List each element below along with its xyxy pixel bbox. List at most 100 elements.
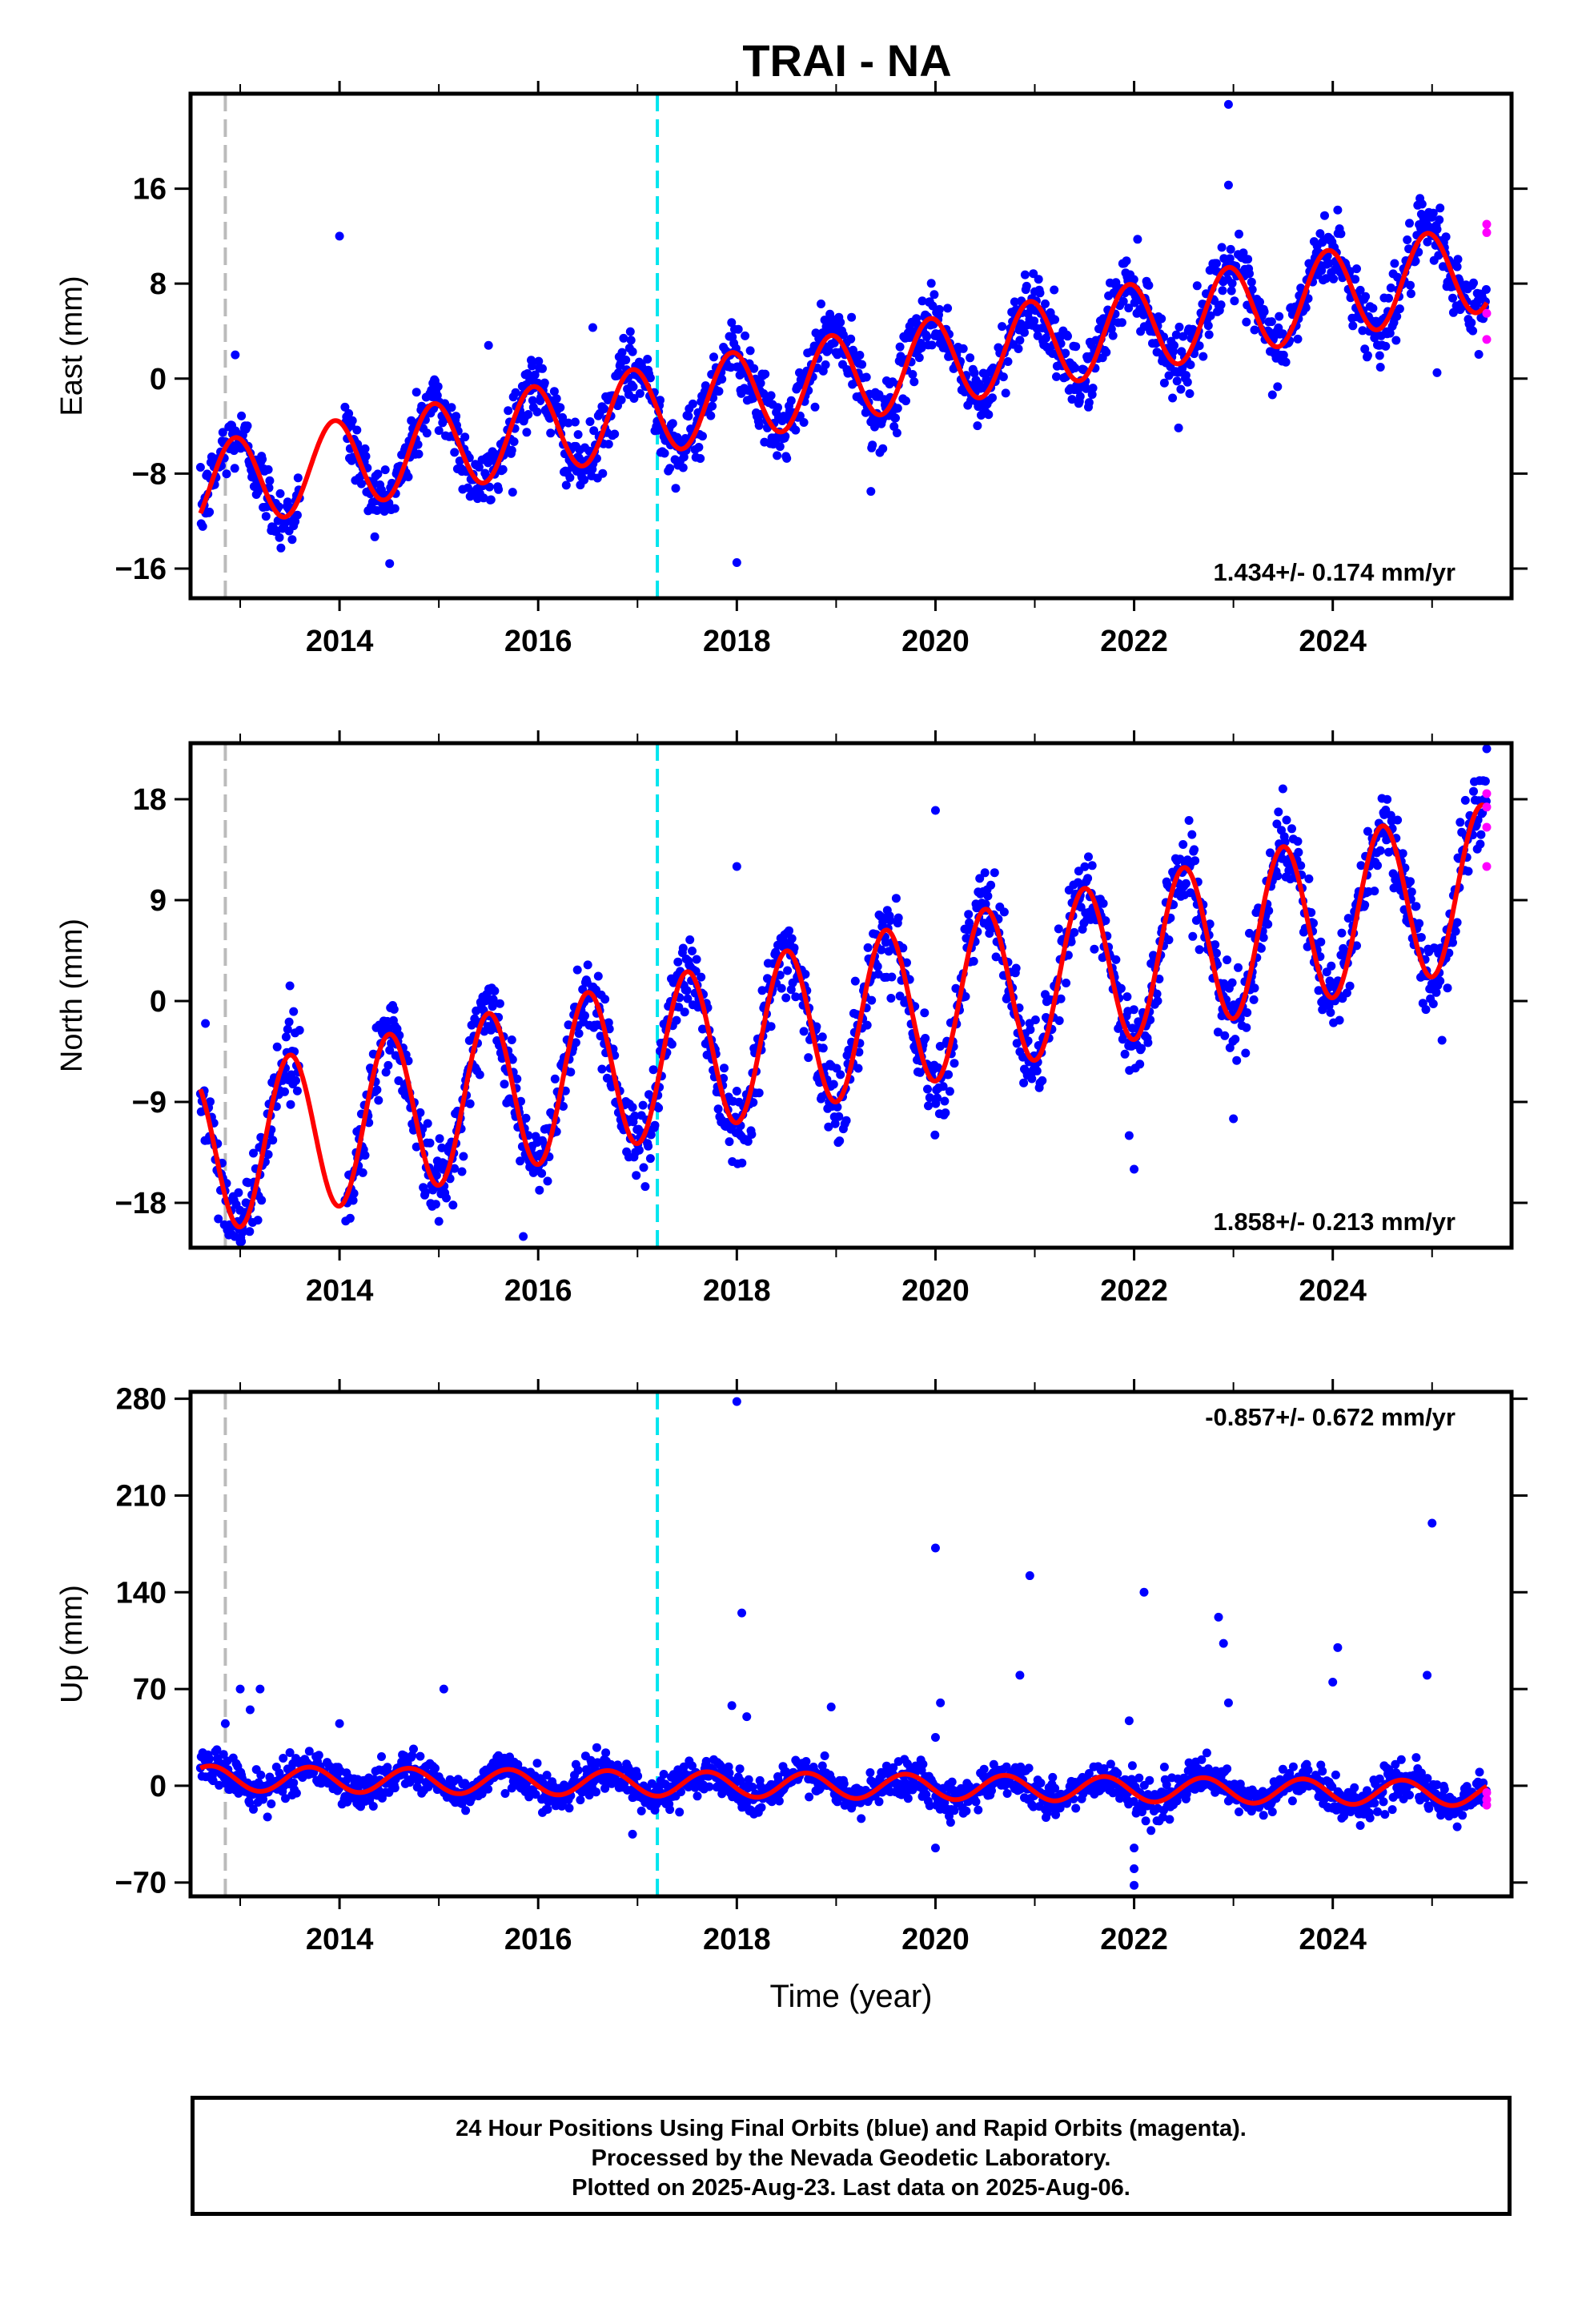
data-point — [1130, 298, 1139, 308]
data-point — [1363, 351, 1372, 360]
data-point — [1355, 285, 1365, 295]
data-point — [1370, 887, 1379, 896]
data-point — [1231, 1035, 1240, 1044]
data-point — [1135, 1059, 1145, 1069]
data-point — [1082, 384, 1091, 393]
data-point — [861, 372, 871, 382]
data-point — [404, 472, 413, 481]
data-point — [1137, 1043, 1146, 1053]
data-point — [432, 1171, 441, 1180]
data-point — [284, 1017, 294, 1027]
data-point — [908, 1785, 917, 1795]
data-point — [1469, 786, 1478, 796]
data-point — [1090, 944, 1099, 954]
x-tick-label: 2014 — [306, 625, 374, 658]
data-point — [198, 521, 207, 531]
data-point — [500, 1789, 510, 1798]
data-point — [749, 393, 758, 403]
data-point — [253, 1216, 263, 1225]
data-point — [644, 1141, 653, 1151]
data-point — [638, 1100, 648, 1110]
data-point — [886, 994, 896, 1003]
data-point — [891, 413, 900, 423]
data-point — [222, 469, 231, 479]
data-point — [1242, 1023, 1251, 1032]
data-point — [961, 991, 970, 1001]
data-point — [1321, 274, 1331, 283]
data-point — [488, 1002, 497, 1011]
data-point — [281, 1032, 291, 1042]
data-point — [1205, 919, 1215, 929]
data-point — [1225, 1043, 1235, 1052]
data-point — [556, 403, 565, 412]
data-point — [566, 1068, 576, 1077]
data-point — [1348, 321, 1358, 331]
data-point — [243, 421, 252, 431]
data-point — [286, 1100, 295, 1109]
outlier-point — [231, 350, 240, 360]
data-point — [1391, 336, 1401, 345]
data-point — [1061, 348, 1070, 358]
data-point — [1115, 1794, 1125, 1803]
data-point — [1187, 830, 1197, 839]
data-point — [705, 1782, 714, 1791]
data-point — [1145, 1775, 1154, 1785]
data-point — [763, 974, 772, 983]
data-point — [512, 1074, 522, 1084]
data-point — [543, 1176, 552, 1186]
data-point — [850, 976, 860, 986]
data-point — [1012, 1039, 1022, 1048]
data-point — [671, 484, 681, 493]
data-point — [488, 995, 498, 1004]
data-point — [1174, 322, 1184, 332]
data-point — [708, 401, 717, 411]
data-point — [678, 943, 688, 953]
data-point — [617, 348, 627, 357]
data-point — [413, 440, 423, 449]
data-point — [775, 971, 785, 980]
data-point — [558, 412, 568, 422]
data-point — [1329, 274, 1339, 283]
data-point — [757, 986, 767, 995]
data-point — [1242, 317, 1251, 327]
data-point — [1431, 987, 1441, 997]
data-point — [682, 986, 692, 995]
data-point — [973, 421, 982, 431]
data-point — [295, 1026, 304, 1035]
data-point — [289, 1778, 299, 1787]
data-point — [448, 1200, 458, 1210]
data-point — [1083, 874, 1093, 883]
data-point — [688, 947, 697, 955]
data-point — [930, 290, 939, 300]
data-point — [447, 403, 456, 412]
data-point — [766, 1022, 776, 1031]
data-point — [1038, 1076, 1047, 1085]
data-point — [812, 1022, 821, 1031]
data-point — [659, 1770, 669, 1779]
data-point — [1464, 866, 1473, 876]
data-point — [1303, 1765, 1313, 1775]
data-point — [534, 356, 544, 366]
data-point — [1259, 1811, 1268, 1820]
data-point — [675, 1807, 685, 1817]
data-point — [524, 410, 533, 419]
data-point — [433, 382, 443, 392]
rapid-point — [1482, 335, 1492, 344]
data-point — [1218, 286, 1227, 296]
data-point — [1113, 1769, 1122, 1778]
outlier-point — [1124, 1131, 1134, 1140]
data-point — [1176, 384, 1186, 394]
data-point — [1143, 1038, 1153, 1047]
data-point — [1384, 293, 1393, 303]
data-point — [1035, 288, 1045, 298]
data-point — [372, 1085, 382, 1095]
data-point — [504, 406, 513, 416]
data-point — [601, 1748, 611, 1758]
data-point — [596, 1031, 605, 1041]
outlier-point — [930, 806, 940, 815]
data-point — [656, 396, 665, 405]
data-point — [1212, 948, 1221, 958]
outlier-point — [484, 340, 493, 350]
final-orbit-points — [195, 99, 1491, 569]
data-point — [958, 344, 968, 353]
